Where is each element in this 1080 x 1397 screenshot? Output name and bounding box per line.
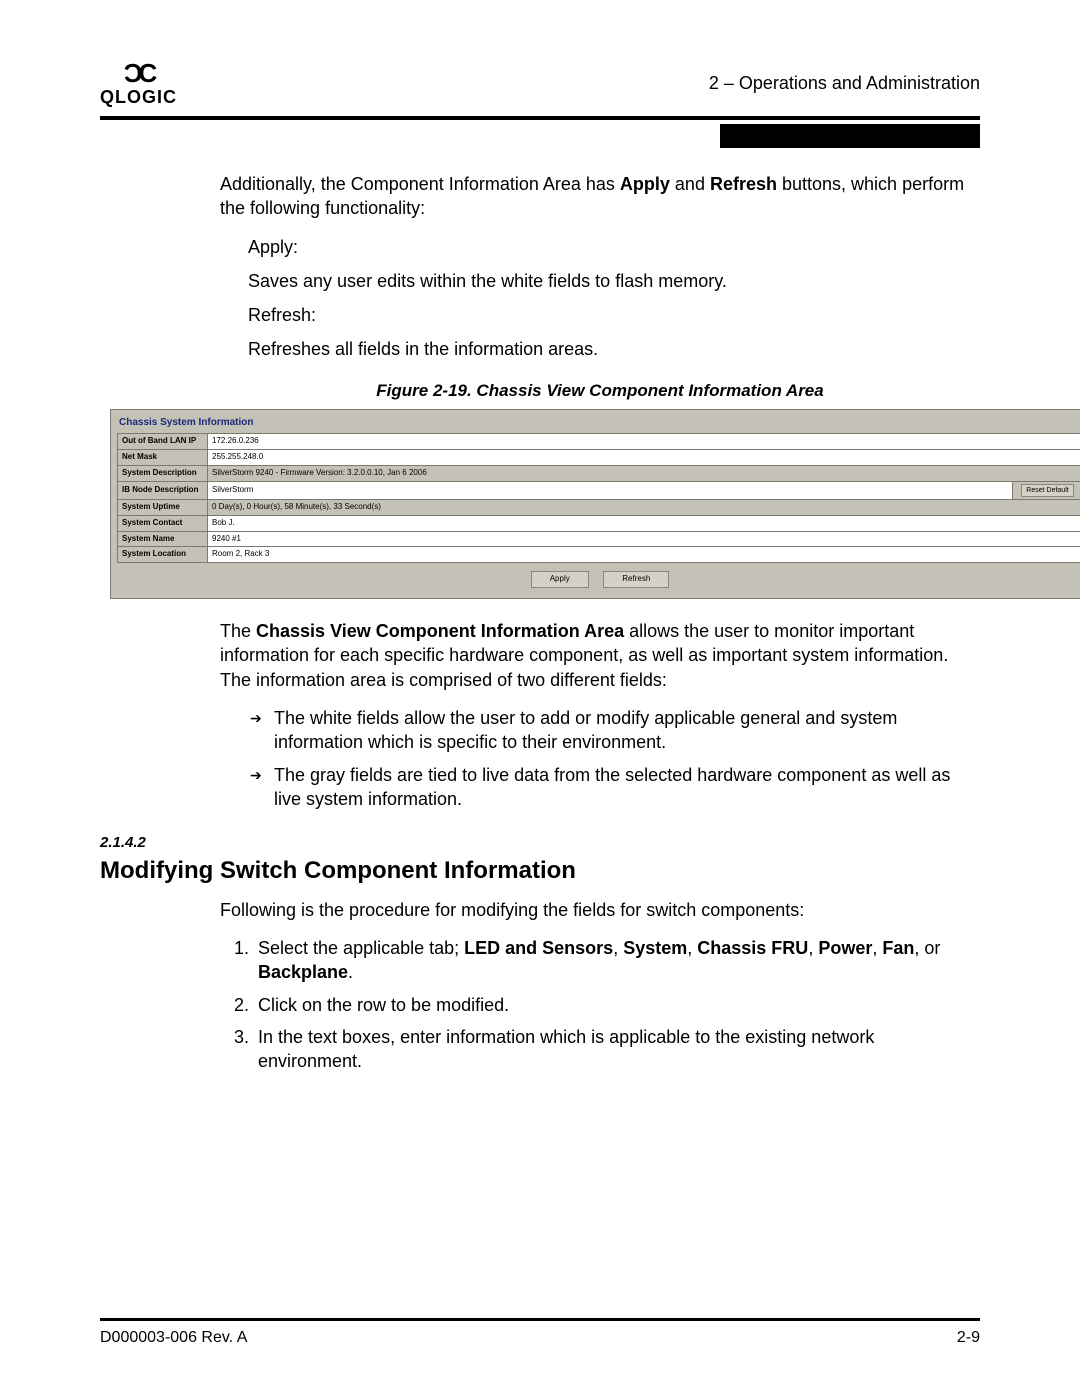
row-value: 0 Day(s), 0 Hour(s), 58 Minute(s), 33 Se… — [208, 500, 1080, 516]
row-label: System Name — [118, 531, 208, 547]
ol-text: Select the applicable tab; LED and Senso… — [258, 936, 980, 985]
ol-number: 1. — [234, 936, 258, 985]
footer-rule — [100, 1318, 980, 1321]
table-row: Net Mask 255.255.248.0 — [118, 450, 1080, 466]
apply-desc: Saves any user edits within the white fi… — [248, 269, 980, 293]
section-number: 2.1.4.2 — [100, 833, 980, 853]
page-header: ƆC QLOGIC 2 – Operations and Administrat… — [100, 60, 980, 106]
ol-number: 3. — [234, 1025, 258, 1074]
bullet-text: The gray fields are tied to live data fr… — [274, 763, 980, 812]
ordered-item: 3. In the text boxes, enter information … — [234, 1025, 980, 1074]
row-value[interactable]: 172.26.0.236 — [208, 434, 1080, 450]
table-row: System Description SilverStorm 9240 - Fi… — [118, 465, 1080, 481]
header-section-label: 2 – Operations and Administration — [709, 73, 980, 94]
logo-text: QLOGIC — [100, 87, 177, 107]
reset-default-button[interactable]: Reset Default — [1021, 484, 1073, 497]
row-label: System Description — [118, 465, 208, 481]
logo-glyph: ƆC — [100, 60, 177, 86]
table-row: System Location Room 2, Rack 3 — [118, 547, 1080, 563]
bullet-text: The white fields allow the user to add o… — [274, 706, 980, 755]
table-row: System Contact Bob J. — [118, 515, 1080, 531]
ordered-item: 2. Click on the row to be modified. — [234, 993, 980, 1017]
figure-caption: Figure 2-19. Chassis View Component Info… — [220, 380, 980, 403]
bullet-item: ➔ The gray fields are tied to live data … — [250, 763, 980, 812]
intro-paragraph: Additionally, the Component Information … — [220, 172, 980, 221]
table-row: System Name 9240 #1 — [118, 531, 1080, 547]
apply-button[interactable]: Apply — [531, 571, 589, 588]
row-value[interactable]: Bob J. — [208, 515, 1080, 531]
after-figure-paragraph: The Chassis View Component Information A… — [220, 619, 980, 692]
bullet-icon: ➔ — [250, 706, 274, 755]
panel-title: Chassis System Information — [117, 414, 1080, 434]
ordered-item: 1. Select the applicable tab; LED and Se… — [234, 936, 980, 985]
refresh-label: Refresh: — [248, 303, 980, 327]
row-label: System Uptime — [118, 500, 208, 516]
row-label: System Location — [118, 547, 208, 563]
chassis-system-info-panel: Chassis System Information Out of Band L… — [110, 409, 1080, 599]
apply-label: Apply: — [248, 235, 980, 259]
section-lead: Following is the procedure for modifying… — [220, 898, 980, 922]
row-value[interactable]: 255.255.248.0 — [208, 450, 1080, 466]
row-label: Out of Band LAN IP — [118, 434, 208, 450]
ol-text: In the text boxes, enter information whi… — [258, 1025, 980, 1074]
ol-text: Click on the row to be modified. — [258, 993, 980, 1017]
ol-number: 2. — [234, 993, 258, 1017]
table-row: IB Node Description SilverStorm Reset De… — [118, 481, 1080, 499]
header-blackbar — [720, 124, 980, 148]
refresh-button[interactable]: Refresh — [603, 571, 669, 588]
panel-table: Out of Band LAN IP 172.26.0.236 Net Mask… — [117, 433, 1080, 563]
footer-row: D000003-006 Rev. A 2-9 — [100, 1329, 980, 1347]
bullet-icon: ➔ — [250, 763, 274, 812]
refresh-desc: Refreshes all fields in the information … — [248, 337, 980, 361]
qlogic-logo: ƆC QLOGIC — [100, 60, 177, 106]
row-label: IB Node Description — [118, 481, 208, 499]
header-rule — [100, 116, 980, 120]
footer-doc-id: D000003-006 Rev. A — [100, 1329, 247, 1347]
reset-default-cell: Reset Default — [1013, 481, 1080, 499]
row-label: Net Mask — [118, 450, 208, 466]
table-row: System Uptime 0 Day(s), 0 Hour(s), 58 Mi… — [118, 500, 1080, 516]
table-row: Out of Band LAN IP 172.26.0.236 — [118, 434, 1080, 450]
row-value[interactable]: 9240 #1 — [208, 531, 1080, 547]
row-label: System Contact — [118, 515, 208, 531]
section-title: Modifying Switch Component Information — [100, 855, 980, 887]
row-value: SilverStorm 9240 - Firmware Version: 3.2… — [208, 465, 1080, 481]
bullet-item: ➔ The white fields allow the user to add… — [250, 706, 980, 755]
footer-page-number: 2-9 — [957, 1329, 980, 1347]
page-footer: D000003-006 Rev. A 2-9 — [100, 1318, 980, 1347]
panel-buttons: Apply Refresh — [117, 571, 1080, 588]
page-content: Additionally, the Component Information … — [220, 172, 980, 1074]
row-value[interactable]: SilverStorm — [208, 481, 1013, 499]
row-value[interactable]: Room 2, Rack 3 — [208, 547, 1080, 563]
